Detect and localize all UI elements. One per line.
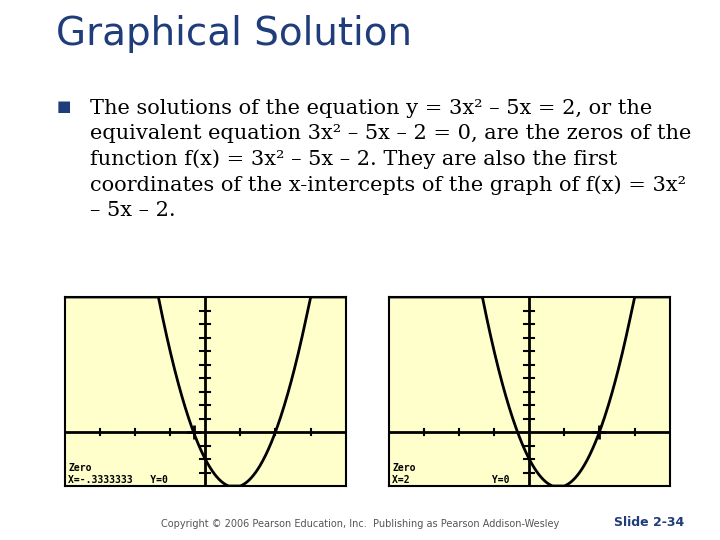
Text: Slide 2-34: Slide 2-34 — [613, 516, 684, 529]
Text: Zero
X=-.3333333   Y=0: Zero X=-.3333333 Y=0 — [68, 463, 168, 485]
Text: The solutions of the equation y = 3x² – 5x = 2, or the
equivalent equation 3x² –: The solutions of the equation y = 3x² – … — [91, 99, 692, 220]
Text: Zero
X=2              Y=0: Zero X=2 Y=0 — [392, 463, 510, 485]
Text: ■: ■ — [56, 99, 71, 114]
Text: Copyright © 2006 Pearson Education, Inc.  Publishing as Pearson Addison-Wesley: Copyright © 2006 Pearson Education, Inc.… — [161, 519, 559, 529]
Text: Graphical Solution: Graphical Solution — [56, 15, 412, 53]
